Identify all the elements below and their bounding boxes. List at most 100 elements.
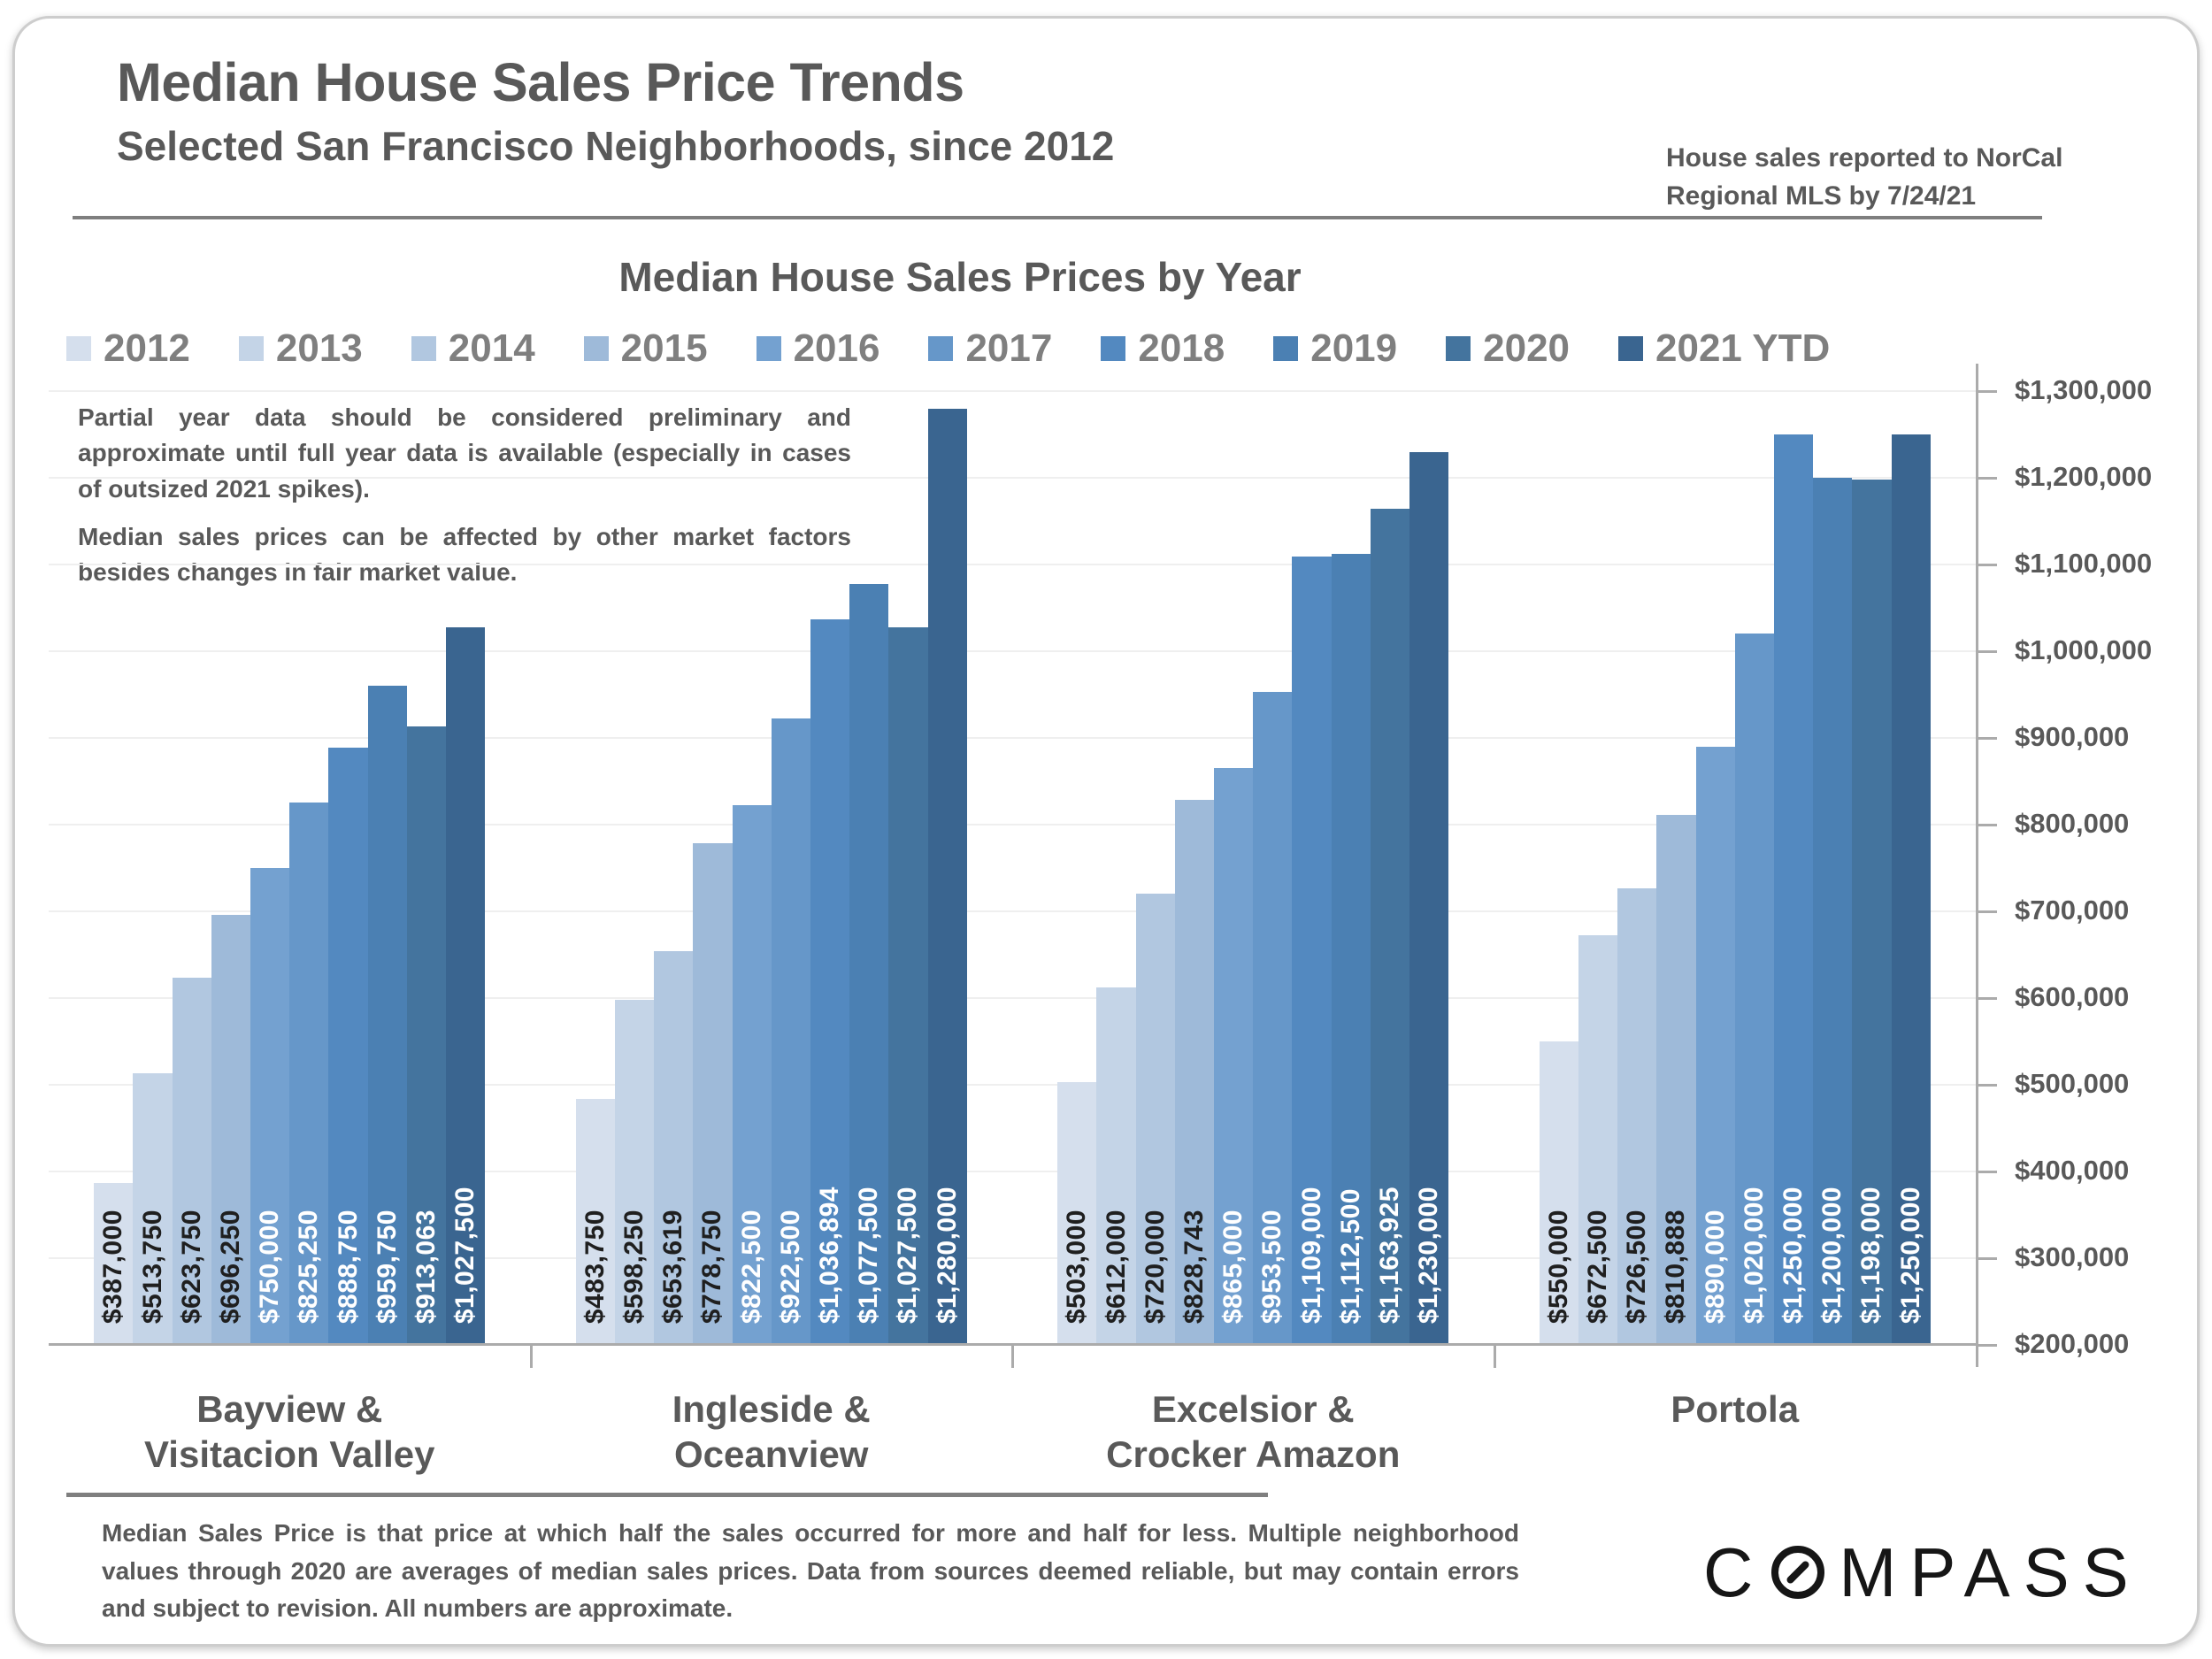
legend-swatch-icon bbox=[1273, 336, 1299, 361]
bar-value-label: $726,500 bbox=[1622, 1209, 1652, 1324]
bar-2015-group4: $810,888 bbox=[1656, 815, 1696, 1345]
bar-value-label: $550,000 bbox=[1543, 1209, 1573, 1324]
y-axis-tick-label: $600,000 bbox=[2015, 981, 2130, 1012]
legend-item-2021-ytd: 2021 YTD bbox=[1618, 329, 1830, 368]
bar-2016-group1: $750,000 bbox=[250, 868, 290, 1345]
y-axis-tick bbox=[1976, 1344, 1997, 1347]
legend-label: 2020 bbox=[1483, 326, 1571, 370]
legend-swatch-icon bbox=[66, 336, 91, 361]
x-axis-tick bbox=[1493, 1345, 1496, 1368]
page-subtitle: Selected San Francisco Neighborhoods, si… bbox=[117, 123, 1115, 169]
bar-2015-group3: $828,743 bbox=[1174, 799, 1215, 1345]
bar-value-label: $513,750 bbox=[137, 1209, 167, 1324]
bar-2019-group2: $1,077,500 bbox=[849, 584, 889, 1345]
y-axis-tick bbox=[1976, 1171, 1997, 1173]
bar-2017-group2: $922,500 bbox=[771, 718, 810, 1345]
bar-value-label: $1,250,000 bbox=[1895, 1186, 1925, 1324]
bar-value-label: $1,027,500 bbox=[450, 1186, 480, 1324]
bar-2021-ytd-group2: $1,280,000 bbox=[927, 408, 967, 1345]
chart-legend: 2012 2013 2014 2015 2016 2017 2018 2019 2020 2021… bbox=[66, 329, 1830, 368]
gridline bbox=[49, 997, 1976, 999]
bar-2018-group2: $1,036,894 bbox=[810, 618, 850, 1345]
bar-value-label: $1,200,000 bbox=[1817, 1186, 1847, 1324]
y-axis-tick bbox=[1976, 564, 1997, 566]
bar-2012-group4: $550,000 bbox=[1539, 1041, 1578, 1345]
footer-disclaimer: Median Sales Price is that price at whic… bbox=[102, 1519, 1519, 1623]
bar-2021-ytd-group4: $1,250,000 bbox=[1891, 434, 1931, 1345]
annotation-paragraph-1: Partial year data should be considered p… bbox=[78, 403, 851, 503]
y-axis-tick-label: $800,000 bbox=[2015, 808, 2130, 839]
chart-annotation: Partial year data should be considered p… bbox=[78, 400, 851, 591]
category-label-group3: Excelsior & Crocker Amazon bbox=[1106, 1388, 1401, 1476]
header-divider bbox=[73, 216, 2042, 219]
bar-2018-group4: $1,250,000 bbox=[1773, 434, 1814, 1345]
bar-value-label: $1,020,000 bbox=[1739, 1186, 1769, 1324]
bar-value-label: $778,750 bbox=[697, 1209, 727, 1324]
legend-item-2020: 2020 bbox=[1446, 329, 1570, 368]
y-axis-tick-label: $400,000 bbox=[2015, 1155, 2130, 1186]
y-axis-tick-label: $200,000 bbox=[2015, 1328, 2130, 1359]
footer-divider bbox=[66, 1493, 1268, 1497]
legend-item-2017: 2017 bbox=[928, 329, 1052, 368]
logo-letters: MPASS bbox=[1839, 1533, 2142, 1611]
bar-2020-group1: $913,063 bbox=[406, 726, 447, 1345]
bar-value-label: $1,027,500 bbox=[893, 1186, 923, 1324]
gridline bbox=[49, 1171, 1976, 1172]
bar-value-label: $1,280,000 bbox=[932, 1186, 962, 1324]
y-axis-tick bbox=[1976, 824, 1997, 826]
legend-label: 2021 YTD bbox=[1655, 326, 1831, 370]
bar-value-label: $953,500 bbox=[1257, 1209, 1287, 1324]
bar-2021-ytd-group1: $1,027,500 bbox=[446, 627, 486, 1345]
chart-title: Median House Sales Prices by Year bbox=[618, 254, 1302, 300]
legend-label: 2018 bbox=[1138, 326, 1225, 370]
title-block: Median House Sales Price Trends Selected… bbox=[117, 51, 1114, 170]
y-axis-tick-label: $1,100,000 bbox=[2015, 548, 2153, 579]
logo-letter: C bbox=[1703, 1533, 1767, 1611]
bar-value-label: $503,000 bbox=[1062, 1209, 1092, 1324]
y-axis-tick-label: $1,200,000 bbox=[2015, 461, 2153, 492]
bar-value-label: $612,000 bbox=[1101, 1209, 1131, 1324]
y-axis-tick-label: $900,000 bbox=[2015, 721, 2130, 752]
bar-2013-group2: $598,250 bbox=[614, 999, 655, 1345]
y-axis-line bbox=[1976, 364, 1978, 1367]
legend-swatch-icon bbox=[928, 336, 954, 361]
bar-2017-group1: $825,250 bbox=[289, 803, 329, 1345]
y-axis-tick bbox=[1976, 910, 1997, 913]
category-label-group1: Bayview & Visitacion Valley bbox=[144, 1388, 435, 1476]
legend-label: 2019 bbox=[1310, 326, 1398, 370]
legend-label: 2014 bbox=[448, 326, 535, 370]
bar-value-label: $865,000 bbox=[1218, 1209, 1248, 1324]
bar-2015-group1: $696,250 bbox=[211, 914, 251, 1345]
legend-swatch-icon bbox=[238, 336, 264, 361]
y-axis-tick bbox=[1976, 1257, 1997, 1260]
bar-2021-ytd-group3: $1,230,000 bbox=[1409, 451, 1449, 1345]
gridline bbox=[49, 564, 1976, 565]
bar-value-label: $913,063 bbox=[411, 1209, 441, 1324]
gridline bbox=[49, 910, 1976, 912]
bar-value-label: $750,000 bbox=[255, 1209, 285, 1324]
bar-value-label: $1,250,000 bbox=[1778, 1186, 1809, 1324]
compass-needle-icon bbox=[1786, 1559, 1811, 1586]
legend-swatch-icon bbox=[1618, 336, 1644, 361]
bar-2012-group1: $387,000 bbox=[94, 1182, 134, 1345]
bar-2012-group2: $483,750 bbox=[575, 1098, 615, 1345]
legend-item-2019: 2019 bbox=[1273, 329, 1397, 368]
y-axis-tick-label: $700,000 bbox=[2015, 895, 2130, 926]
gridline bbox=[49, 737, 1976, 739]
y-axis-tick-label: $500,000 bbox=[2015, 1068, 2130, 1099]
bar-value-label: $1,230,000 bbox=[1414, 1186, 1444, 1324]
x-axis-tick bbox=[1011, 1345, 1014, 1368]
bar-value-label: $672,500 bbox=[1583, 1209, 1613, 1324]
bar-value-label: $387,000 bbox=[98, 1209, 128, 1324]
gridline bbox=[49, 390, 1976, 392]
bar-2015-group2: $778,750 bbox=[693, 842, 733, 1345]
y-axis-tick bbox=[1976, 477, 1997, 480]
bar-value-label: $825,250 bbox=[294, 1209, 324, 1324]
legend-label: 2012 bbox=[104, 326, 190, 370]
gridline bbox=[49, 1084, 1976, 1086]
bar-2020-group4: $1,198,000 bbox=[1852, 479, 1892, 1345]
y-axis-tick bbox=[1976, 997, 1997, 1000]
y-axis-tick bbox=[1976, 1084, 1997, 1087]
bar-value-label: $1,112,500 bbox=[1335, 1187, 1365, 1325]
bar-value-label: $720,000 bbox=[1140, 1209, 1170, 1324]
